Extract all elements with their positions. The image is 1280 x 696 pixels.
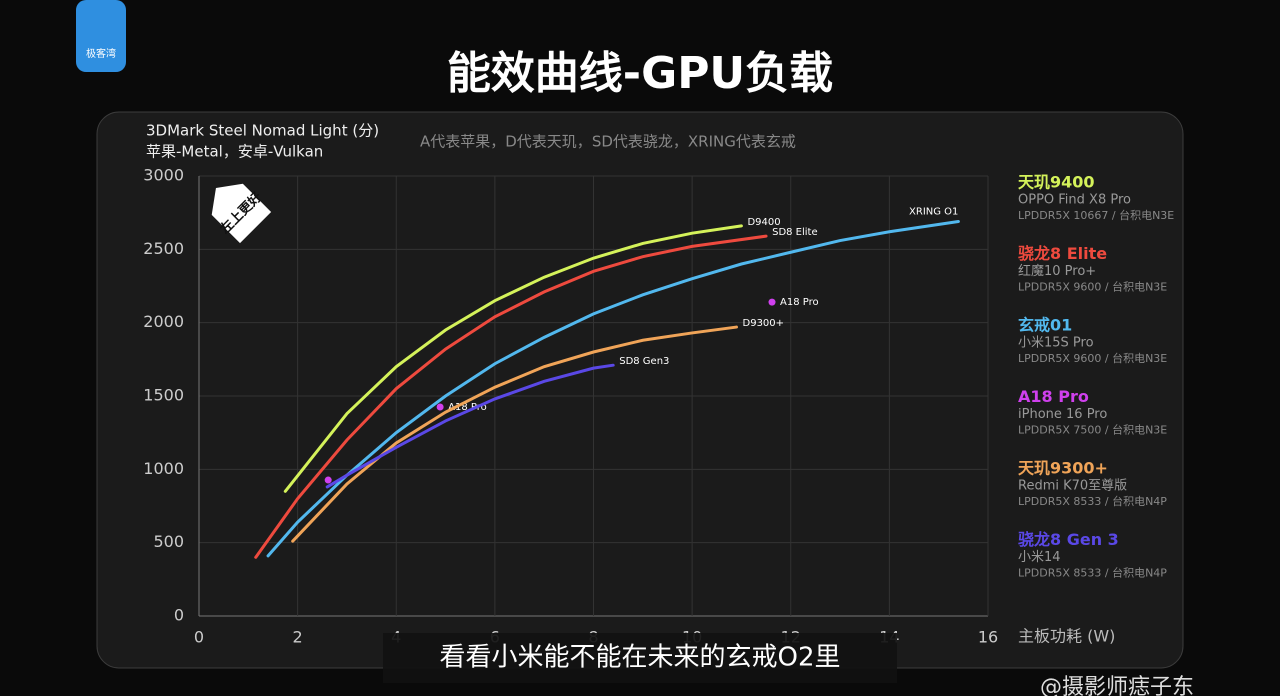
y-axis-sublabel: 苹果-Metal，安卓-Vulkan [146, 143, 323, 161]
plot: 0500100015002000250030000246810121416D94… [143, 166, 998, 647]
end-label: XRING O1 [909, 206, 958, 217]
point-label: A18 Pro [780, 297, 819, 308]
point [324, 476, 332, 484]
y-tick-label: 0 [174, 606, 184, 625]
end-label: D9300+ [743, 318, 785, 329]
end-label: SD8 Gen3 [619, 356, 669, 367]
series-line [266, 219, 960, 558]
legend-name: A18 Pro [1018, 387, 1089, 406]
legend-device: 小米14 [1018, 550, 1061, 565]
caption-box [383, 633, 897, 683]
y-axis-label: 3DMark Steel Nomad Light (分) [146, 122, 379, 140]
legend-device: Redmi K70至尊版 [1018, 478, 1127, 494]
end-label: D9400 [747, 217, 780, 228]
legend-name: 骁龙8 Elite [1018, 244, 1107, 263]
y-tick-label: 2000 [143, 312, 184, 331]
legend-memory: LPDDR5X 9600 / 台积电N3E [1018, 280, 1167, 294]
legend-memory: LPDDR5X 8533 / 台积电N4P [1018, 566, 1167, 580]
x-axis-label: 主板功耗 (W) [1018, 627, 1115, 646]
legend-name: 天玑9400 [1018, 173, 1095, 192]
legend-memory: LPDDR5X 10667 / 台积电N3E [1018, 208, 1174, 222]
x-tick-label: 2 [293, 628, 303, 647]
badge-shape [211, 183, 272, 244]
legend-device: iPhone 16 Pro [1018, 407, 1107, 422]
y-tick-label: 1000 [143, 459, 184, 478]
point-label: A18 Pro [448, 402, 487, 413]
legend-device: 红魔10 Pro+ [1018, 263, 1096, 279]
legend-memory: LPDDR5X 7500 / 台积电N3E [1018, 423, 1167, 437]
y-tick-label: 2500 [143, 239, 184, 258]
series-line [254, 234, 768, 559]
series-line [325, 363, 615, 489]
y-tick-label: 3000 [143, 166, 184, 185]
series-line [283, 224, 743, 493]
chart-title: 能效曲线-GPU负载 [447, 48, 833, 99]
point [436, 403, 444, 411]
caption: 看看小米能不能在未来的玄戒O2里 [439, 643, 840, 673]
series-line [291, 325, 739, 543]
legend-device: 小米15S Pro [1018, 336, 1094, 351]
y-tick-label: 1500 [143, 386, 184, 405]
legend-memory: LPDDR5X 9600 / 台积电N3E [1018, 351, 1167, 365]
x-tick-label: 0 [194, 628, 204, 647]
legend-name: 玄戒01 [1018, 316, 1072, 335]
end-label: SD8 Elite [772, 227, 818, 238]
logo-box [76, 0, 126, 72]
watermark: @摄影师痣子东 [1040, 675, 1194, 696]
x-tick-label: 16 [978, 628, 998, 647]
legend-name: 天玑9300+ [1018, 459, 1108, 478]
legend-memory: LPDDR5X 8533 / 台积电N4P [1018, 494, 1167, 508]
logo: 极客湾 [86, 47, 116, 60]
legend-name: 骁龙8 Gen 3 [1018, 530, 1119, 549]
note: A代表苹果，D代表天玑，SD代表骁龙，XRING代表玄戒 [420, 133, 796, 151]
point [768, 298, 776, 306]
legend-device: OPPO Find X8 Pro [1018, 193, 1131, 208]
y-tick-label: 500 [153, 532, 184, 551]
